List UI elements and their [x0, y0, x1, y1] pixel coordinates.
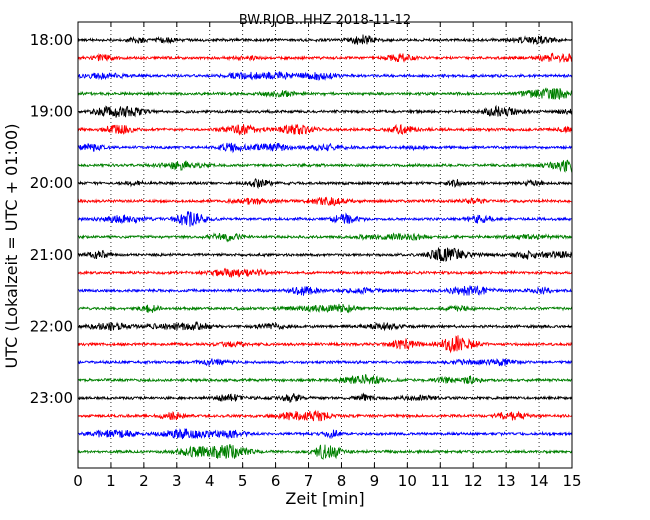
x-tick-label: 10 [398, 472, 417, 490]
x-tick-label: 7 [304, 472, 314, 490]
y-tick-label: 18:00 [30, 31, 73, 49]
x-tick-label: 8 [337, 472, 347, 490]
seismogram-trace [77, 142, 573, 154]
x-tick-label: 4 [205, 472, 215, 490]
seismogram-trace [77, 123, 573, 136]
seismogram-trace [77, 320, 573, 332]
x-tick-label: 5 [238, 472, 248, 490]
seismogram-trace [77, 409, 573, 422]
seismogram-trace [77, 87, 573, 100]
trace-group [77, 34, 573, 460]
seismogram-trace [77, 246, 573, 262]
x-tick-label: 1 [106, 472, 116, 490]
seismogram-trace [77, 285, 573, 296]
seismogram-trace [77, 52, 573, 64]
seismogram-trace [77, 392, 573, 403]
y-tick-label: 23:00 [30, 389, 73, 407]
seismogram-trace [77, 211, 573, 227]
seismogram-trace [77, 104, 573, 118]
x-tick-label: 15 [562, 472, 581, 490]
x-tick-label: 11 [431, 472, 450, 490]
x-tick-label: 2 [139, 472, 149, 490]
y-axis-label: UTC (Lokalzeit = UTC + 01:00) [2, 124, 21, 369]
x-tick-label: 6 [271, 472, 281, 490]
y-tick-label: 22:00 [30, 317, 73, 335]
y-tick-label: 21:00 [30, 246, 73, 264]
x-tick-label: 0 [73, 472, 83, 490]
seismogram-trace [77, 232, 573, 243]
seismogram-trace [77, 335, 573, 354]
seismogram-trace [77, 70, 573, 81]
seismogram-trace [77, 159, 573, 173]
x-tick-label: 9 [370, 472, 380, 490]
x-tick-label: 12 [464, 472, 483, 490]
seismogram-trace [77, 267, 573, 279]
x-tick-label: 3 [172, 472, 182, 490]
grid-lines [110, 22, 540, 468]
y-axis: 18:00 19:00 20:00 21:00 22:00 23:00 [30, 31, 572, 407]
x-tick-label: 14 [530, 472, 549, 490]
seismogram-trace [77, 178, 573, 190]
seismogram-trace [77, 374, 573, 385]
seismogram-trace [77, 303, 573, 314]
seismogram-trace [77, 358, 573, 368]
x-axis-label: Zeit [min] [285, 489, 364, 508]
chart-title: BW.RJOB..HHZ 2018-11-12 [239, 13, 411, 28]
x-tick-label: 13 [497, 472, 516, 490]
x-axis: 0 1 2 3 4 5 6 7 8 9 10 11 12 13 14 15 [73, 22, 582, 490]
y-tick-label: 20:00 [30, 174, 73, 192]
seismogram-trace [77, 444, 573, 460]
plot-frame [77, 21, 573, 469]
seismogram-trace [77, 196, 573, 207]
seismogram-trace [77, 34, 573, 46]
seismogram-trace [77, 428, 573, 440]
y-tick-label: 19:00 [30, 103, 73, 121]
